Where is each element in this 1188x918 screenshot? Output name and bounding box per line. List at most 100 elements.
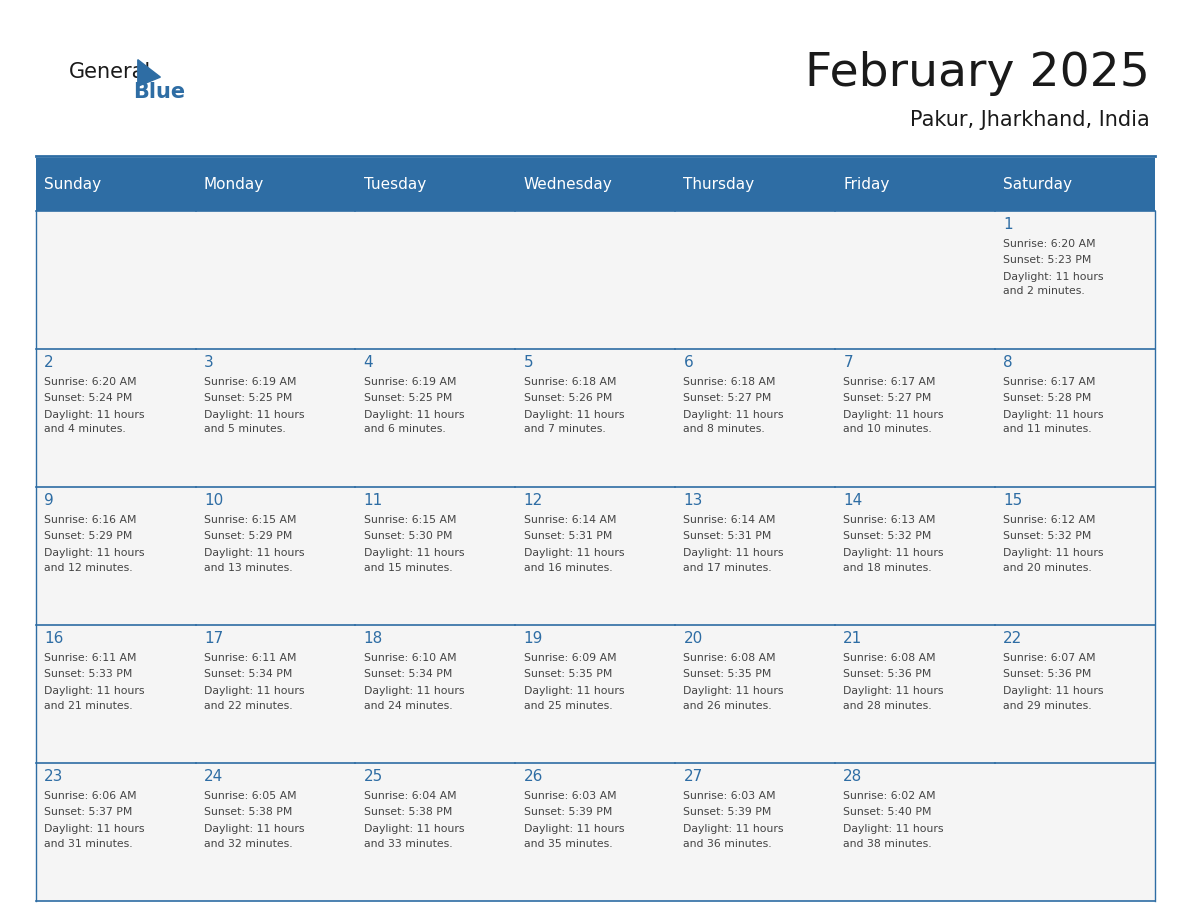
Text: Sunrise: 6:15 AM: Sunrise: 6:15 AM — [204, 515, 296, 525]
Text: Sunrise: 6:08 AM: Sunrise: 6:08 AM — [843, 653, 936, 663]
Text: Sunrise: 6:14 AM: Sunrise: 6:14 AM — [524, 515, 617, 525]
Text: Sunset: 5:23 PM: Sunset: 5:23 PM — [1003, 255, 1092, 265]
Text: Daylight: 11 hours: Daylight: 11 hours — [1003, 686, 1104, 696]
Text: Sunset: 5:26 PM: Sunset: 5:26 PM — [524, 393, 612, 403]
Text: Daylight: 11 hours: Daylight: 11 hours — [683, 548, 784, 558]
Text: and 5 minutes.: and 5 minutes. — [204, 424, 285, 434]
Text: Daylight: 11 hours: Daylight: 11 hours — [204, 548, 304, 558]
Text: and 26 minutes.: and 26 minutes. — [683, 700, 772, 711]
Text: and 15 minutes.: and 15 minutes. — [364, 563, 453, 573]
Text: Daylight: 11 hours: Daylight: 11 hours — [44, 686, 145, 696]
Text: 2: 2 — [44, 354, 53, 370]
Text: 24: 24 — [204, 769, 223, 784]
Text: Friday: Friday — [843, 177, 890, 192]
Text: and 38 minutes.: and 38 minutes. — [843, 839, 931, 848]
Text: Sunrise: 6:18 AM: Sunrise: 6:18 AM — [524, 376, 617, 386]
Text: and 25 minutes.: and 25 minutes. — [524, 700, 612, 711]
Text: Daylight: 11 hours: Daylight: 11 hours — [524, 686, 624, 696]
Text: 26: 26 — [524, 769, 543, 784]
Text: Sunset: 5:31 PM: Sunset: 5:31 PM — [524, 532, 612, 542]
Text: Tuesday: Tuesday — [364, 177, 426, 192]
Text: Sunrise: 6:16 AM: Sunrise: 6:16 AM — [44, 515, 137, 525]
Text: Sunrise: 6:20 AM: Sunrise: 6:20 AM — [44, 376, 137, 386]
Text: and 33 minutes.: and 33 minutes. — [364, 839, 453, 848]
Text: Daylight: 11 hours: Daylight: 11 hours — [44, 548, 145, 558]
Text: and 12 minutes.: and 12 minutes. — [44, 563, 133, 573]
Text: Daylight: 11 hours: Daylight: 11 hours — [364, 548, 465, 558]
Bar — [196, 487, 355, 625]
Bar — [835, 487, 994, 625]
Text: 14: 14 — [843, 493, 862, 508]
Bar — [675, 625, 835, 764]
Bar — [355, 625, 516, 764]
Bar — [675, 349, 835, 487]
Text: Sunset: 5:36 PM: Sunset: 5:36 PM — [1003, 669, 1092, 679]
Text: Daylight: 11 hours: Daylight: 11 hours — [44, 824, 145, 834]
Text: Daylight: 11 hours: Daylight: 11 hours — [843, 409, 943, 420]
Text: and 7 minutes.: and 7 minutes. — [524, 424, 606, 434]
Text: Sunset: 5:25 PM: Sunset: 5:25 PM — [364, 393, 453, 403]
Text: Sunrise: 6:03 AM: Sunrise: 6:03 AM — [683, 791, 776, 800]
Text: and 4 minutes.: and 4 minutes. — [44, 424, 126, 434]
Text: Sunset: 5:34 PM: Sunset: 5:34 PM — [364, 669, 453, 679]
Bar — [994, 487, 1155, 625]
Text: Daylight: 11 hours: Daylight: 11 hours — [364, 824, 465, 834]
Bar — [675, 158, 835, 211]
Bar — [355, 487, 516, 625]
Text: and 17 minutes.: and 17 minutes. — [683, 563, 772, 573]
Bar — [994, 764, 1155, 901]
Text: Saturday: Saturday — [1003, 177, 1073, 192]
Text: Sunrise: 6:10 AM: Sunrise: 6:10 AM — [364, 653, 456, 663]
Bar — [835, 349, 994, 487]
Text: 18: 18 — [364, 631, 383, 646]
Text: Sunset: 5:27 PM: Sunset: 5:27 PM — [683, 393, 772, 403]
Text: Wednesday: Wednesday — [524, 177, 612, 192]
Text: Sunrise: 6:19 AM: Sunrise: 6:19 AM — [204, 376, 296, 386]
Text: Sunset: 5:39 PM: Sunset: 5:39 PM — [524, 808, 612, 817]
Text: General: General — [69, 62, 151, 82]
Text: and 18 minutes.: and 18 minutes. — [843, 563, 931, 573]
Text: Sunset: 5:35 PM: Sunset: 5:35 PM — [683, 669, 772, 679]
Text: Sunrise: 6:08 AM: Sunrise: 6:08 AM — [683, 653, 776, 663]
Text: 8: 8 — [1003, 354, 1013, 370]
Bar — [516, 625, 675, 764]
Text: 9: 9 — [44, 493, 53, 508]
Text: 17: 17 — [204, 631, 223, 646]
Text: 23: 23 — [44, 769, 63, 784]
Text: Daylight: 11 hours: Daylight: 11 hours — [204, 824, 304, 834]
Bar — [355, 158, 516, 211]
Text: and 2 minutes.: and 2 minutes. — [1003, 286, 1085, 297]
Text: 20: 20 — [683, 631, 702, 646]
Text: and 21 minutes.: and 21 minutes. — [44, 700, 133, 711]
Text: Sunrise: 6:20 AM: Sunrise: 6:20 AM — [1003, 239, 1095, 249]
Text: Sunset: 5:35 PM: Sunset: 5:35 PM — [524, 669, 612, 679]
Bar — [675, 211, 835, 349]
Text: 19: 19 — [524, 631, 543, 646]
Bar — [196, 211, 355, 349]
Bar — [196, 349, 355, 487]
Text: 21: 21 — [843, 631, 862, 646]
Bar — [36, 158, 196, 211]
Text: Sunset: 5:38 PM: Sunset: 5:38 PM — [204, 808, 292, 817]
Text: and 35 minutes.: and 35 minutes. — [524, 839, 612, 848]
Text: Sunrise: 6:06 AM: Sunrise: 6:06 AM — [44, 791, 137, 800]
Text: and 13 minutes.: and 13 minutes. — [204, 563, 292, 573]
Bar — [835, 211, 994, 349]
Text: Daylight: 11 hours: Daylight: 11 hours — [843, 548, 943, 558]
Bar — [355, 764, 516, 901]
Text: 5: 5 — [524, 354, 533, 370]
Text: Daylight: 11 hours: Daylight: 11 hours — [204, 409, 304, 420]
Text: Sunset: 5:40 PM: Sunset: 5:40 PM — [843, 808, 931, 817]
Bar — [36, 625, 196, 764]
Text: Sunset: 5:38 PM: Sunset: 5:38 PM — [364, 808, 453, 817]
Text: Sunrise: 6:09 AM: Sunrise: 6:09 AM — [524, 653, 617, 663]
Text: Sunrise: 6:18 AM: Sunrise: 6:18 AM — [683, 376, 776, 386]
Text: February 2025: February 2025 — [805, 50, 1150, 96]
Text: Sunset: 5:29 PM: Sunset: 5:29 PM — [204, 532, 292, 542]
Text: Sunset: 5:34 PM: Sunset: 5:34 PM — [204, 669, 292, 679]
Bar — [355, 349, 516, 487]
Text: 3: 3 — [204, 354, 214, 370]
Text: 4: 4 — [364, 354, 373, 370]
Text: Pakur, Jharkhand, India: Pakur, Jharkhand, India — [910, 110, 1150, 130]
Bar — [994, 211, 1155, 349]
